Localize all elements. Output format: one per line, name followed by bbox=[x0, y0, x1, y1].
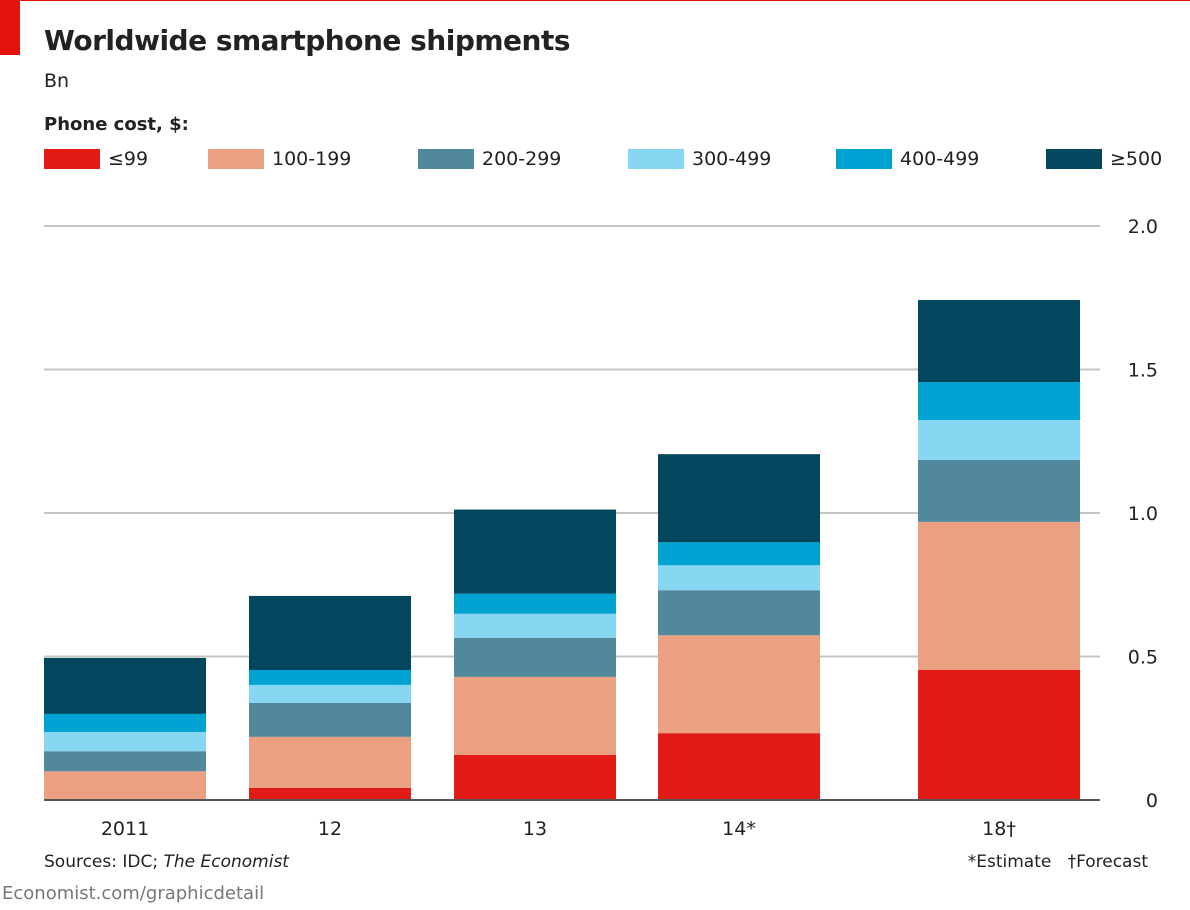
legend-swatch bbox=[628, 149, 684, 169]
legend-item: 200-299 bbox=[418, 148, 561, 170]
x-tick-label: 14* bbox=[722, 818, 756, 840]
y-tick-label: 0.5 bbox=[1128, 647, 1158, 669]
legend-title: Phone cost, $: bbox=[44, 114, 189, 135]
bar-segment bbox=[918, 459, 1080, 522]
bar-segment bbox=[44, 657, 206, 714]
note-forecast: †Forecast bbox=[1067, 852, 1148, 872]
legend-label: 200-299 bbox=[482, 148, 562, 170]
legend-swatch bbox=[418, 149, 474, 169]
sources-italic: The Economist bbox=[163, 852, 289, 872]
bar-segment bbox=[249, 702, 411, 737]
bar-segment bbox=[918, 382, 1080, 421]
bar-segment bbox=[249, 669, 411, 685]
bar-segment bbox=[454, 593, 616, 614]
y-tick-label: 1.0 bbox=[1128, 503, 1158, 525]
legend-swatch bbox=[44, 149, 100, 169]
legend-item: ≥500 bbox=[1046, 148, 1162, 170]
legend-swatch bbox=[836, 149, 892, 169]
y-tick-label: 2.0 bbox=[1128, 216, 1158, 238]
bar-segment bbox=[44, 771, 206, 800]
bar-segment bbox=[44, 731, 206, 752]
bar-segment bbox=[44, 713, 206, 732]
x-tick-label: 12 bbox=[318, 818, 342, 840]
x-tick-label: 18† bbox=[982, 818, 1016, 840]
sources: Sources: IDC; The Economist bbox=[44, 852, 289, 872]
chart-unit: Bn bbox=[44, 70, 70, 92]
bar-segment bbox=[918, 521, 1080, 670]
legend-label: ≥500 bbox=[1110, 148, 1163, 170]
bar-segment bbox=[249, 595, 411, 670]
legend-swatch bbox=[208, 149, 264, 169]
bar-segment bbox=[658, 565, 820, 591]
bar-segment bbox=[658, 454, 820, 543]
legend-label: 300-499 bbox=[692, 148, 772, 170]
legend-item: 100-199 bbox=[208, 148, 351, 170]
legend-item: ≤99 bbox=[44, 148, 148, 170]
bar-segment bbox=[658, 590, 820, 636]
bar-segment bbox=[918, 420, 1080, 460]
x-tick-label: 2011 bbox=[101, 818, 149, 840]
legend-item: 300-499 bbox=[628, 148, 771, 170]
bar-segment bbox=[249, 787, 411, 800]
bar-segment bbox=[454, 613, 616, 638]
bar-segment bbox=[658, 635, 820, 734]
footer-link[interactable]: Economist.com/graphicdetail bbox=[2, 883, 265, 904]
x-tick-label: 13 bbox=[523, 818, 547, 840]
legend-swatch bbox=[1046, 149, 1102, 169]
note-estimate: *Estimate bbox=[967, 852, 1052, 872]
bar-segment bbox=[454, 676, 616, 755]
legend-item: 400-499 bbox=[836, 148, 979, 170]
y-tick-label: 1.5 bbox=[1128, 360, 1158, 382]
red-tag bbox=[0, 0, 20, 55]
bar-segment bbox=[249, 684, 411, 703]
legend-label: ≤99 bbox=[108, 148, 149, 170]
bar-segment bbox=[918, 669, 1080, 800]
y-tick-label: 0 bbox=[1146, 790, 1158, 812]
bar-segment bbox=[918, 300, 1080, 383]
bar-segment bbox=[454, 754, 616, 800]
bar-segment bbox=[658, 542, 820, 566]
sources-prefix: Sources: IDC; bbox=[44, 852, 164, 872]
bar-segment bbox=[249, 736, 411, 788]
bar-segment bbox=[658, 733, 820, 800]
bar-segment bbox=[44, 751, 206, 772]
legend-label: 400-499 bbox=[900, 148, 980, 170]
chart-title: Worldwide smartphone shipments bbox=[44, 24, 571, 57]
bar-segment bbox=[454, 509, 616, 594]
bar-segment bbox=[454, 637, 616, 677]
top-rule bbox=[0, 0, 1190, 1]
footnotes: *Estimate †Forecast bbox=[968, 852, 1148, 872]
legend-label: 100-199 bbox=[272, 148, 352, 170]
